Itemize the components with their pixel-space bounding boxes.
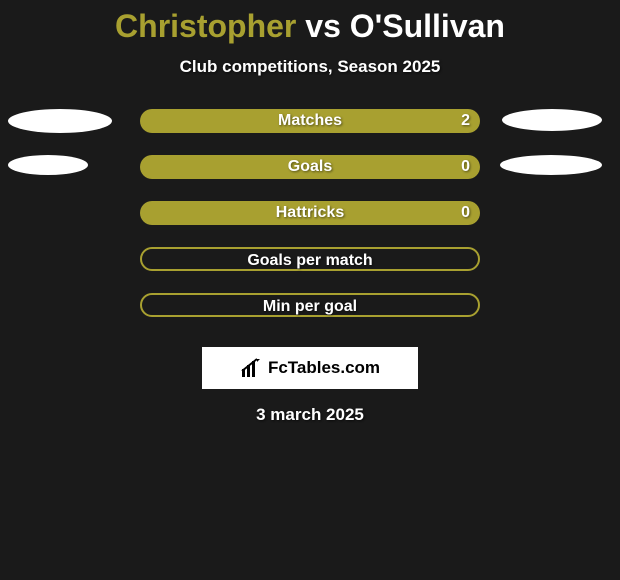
stat-row: Hattricks0: [0, 201, 620, 247]
right-ellipse: [500, 155, 602, 175]
stat-bar: Min per goal: [140, 293, 480, 317]
stat-rows: Matches2Goals0Hattricks0Goals per matchM…: [0, 109, 620, 339]
stat-label: Matches: [140, 109, 480, 133]
infographic-container: Christopher vs O'Sullivan Club competiti…: [0, 0, 620, 425]
stat-value: 0: [461, 201, 470, 225]
site-badge[interactable]: FcTables.com: [202, 347, 418, 389]
stat-row: Goals per match: [0, 247, 620, 293]
stat-bar: Matches2: [140, 109, 480, 133]
stat-row: Min per goal: [0, 293, 620, 339]
page-title: Christopher vs O'Sullivan: [0, 8, 620, 45]
stat-label: Goals: [140, 155, 480, 179]
chart-icon: [240, 357, 262, 379]
stat-value: 0: [461, 155, 470, 179]
vs-text: vs: [296, 8, 349, 44]
stat-label: Min per goal: [142, 295, 478, 319]
site-text: FcTables.com: [268, 358, 380, 378]
right-ellipse: [502, 109, 602, 131]
stat-label: Goals per match: [142, 249, 478, 273]
stat-row: Goals0: [0, 155, 620, 201]
stat-bar: Goals0: [140, 155, 480, 179]
stat-label: Hattricks: [140, 201, 480, 225]
stat-row: Matches2: [0, 109, 620, 155]
player-b-name: O'Sullivan: [350, 8, 505, 44]
left-ellipse: [8, 109, 112, 133]
subtitle: Club competitions, Season 2025: [0, 57, 620, 77]
date-text: 3 march 2025: [0, 405, 620, 425]
stat-bar: Goals per match: [140, 247, 480, 271]
stat-bar: Hattricks0: [140, 201, 480, 225]
player-a-name: Christopher: [115, 8, 296, 44]
left-ellipse: [8, 155, 88, 175]
stat-value: 2: [461, 109, 470, 133]
